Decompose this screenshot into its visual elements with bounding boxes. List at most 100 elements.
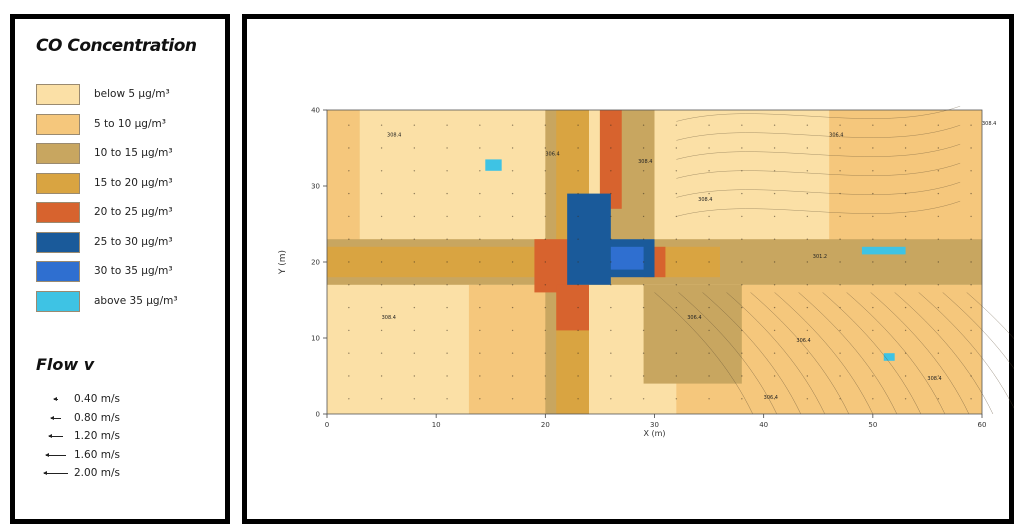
- flow-vector: [675, 306, 678, 309]
- flow-vector: [380, 215, 383, 218]
- concentration-cell: [861, 246, 906, 255]
- flow-vector: [937, 124, 940, 126]
- flow-vector: [773, 284, 776, 286]
- flow-contour: [654, 292, 753, 415]
- flow-vector: [970, 215, 972, 218]
- flow-vector: [773, 238, 776, 240]
- flow-vector: [380, 306, 383, 309]
- flow-vector: [511, 352, 514, 354]
- flow-vector: [479, 329, 481, 332]
- flow-vector: [544, 192, 547, 195]
- flow-vector: [839, 147, 841, 149]
- flow-vector: [642, 192, 645, 195]
- flow-vector: [937, 215, 940, 218]
- flow-vector: [446, 284, 448, 286]
- flow-vector: [872, 170, 874, 172]
- flow-vector: [413, 192, 416, 195]
- flow-legend-item: 0.40 m/s: [36, 392, 186, 408]
- flow-label: 0.40 m/s: [74, 393, 120, 405]
- flow-vector: [577, 238, 579, 240]
- flow-vector: [479, 124, 481, 126]
- flow-vector: [511, 375, 514, 377]
- flow-vector: [773, 352, 776, 354]
- flow-legend-item: 1.20 m/s: [36, 429, 186, 445]
- flow-vector: [675, 238, 678, 240]
- contour-label: 306.4: [687, 315, 701, 321]
- flow-vector: [741, 306, 743, 309]
- flow-vector: [544, 147, 547, 149]
- flow-vector: [413, 238, 416, 240]
- flow-vector: [839, 375, 841, 377]
- flow-vector: [413, 124, 416, 126]
- flow-vector: [773, 192, 776, 195]
- y-tick-label: 40: [311, 107, 320, 115]
- flow-vector: [413, 261, 416, 263]
- flow-vector: [806, 306, 809, 309]
- contour-label: 308.4: [382, 315, 396, 321]
- legend-item: 15 to 20 µg/m³: [36, 172, 216, 195]
- flow-vector: [741, 329, 743, 332]
- flow-vector: [348, 329, 350, 332]
- flow-vector: [839, 192, 841, 195]
- flow-vector: [511, 170, 514, 172]
- flow-vector: [544, 306, 547, 309]
- flow-contour: [918, 292, 1014, 409]
- flow-vector: [839, 398, 841, 400]
- flow-vector: [741, 124, 743, 126]
- concentration-cell: [883, 353, 895, 361]
- flow-vector: [380, 398, 383, 400]
- flow-contour: [678, 292, 777, 415]
- flow-vector: [937, 261, 940, 263]
- flow-vector: [872, 192, 874, 195]
- legend-item: 10 to 15 µg/m³: [36, 143, 216, 165]
- flow-vector: [806, 215, 809, 218]
- flow-vector: [577, 352, 579, 354]
- flow-vector: [839, 215, 841, 218]
- flow-vector: [741, 352, 743, 354]
- flow-vector: [937, 398, 940, 400]
- flow-vector: [544, 238, 547, 240]
- flow-vector: [380, 170, 383, 172]
- flow-vector: [511, 192, 514, 195]
- x-axis-label: X (m): [643, 429, 665, 438]
- flow-vector: [511, 124, 514, 126]
- flow-vector: [413, 352, 416, 354]
- flow-vector: [577, 329, 579, 332]
- flow-vector: [479, 170, 481, 172]
- flow-vector: [446, 352, 448, 354]
- contour-label: 306.4: [829, 133, 843, 139]
- flow-vector: [446, 329, 448, 332]
- flow-vector: [380, 147, 383, 149]
- flow-vector: [348, 215, 350, 218]
- contour-label: 306.4: [796, 338, 810, 344]
- legend-label: 25 to 30 µg/m³: [94, 235, 173, 248]
- flow-vector: [675, 398, 678, 400]
- flow-vector: [708, 352, 710, 354]
- flow-vector: [511, 261, 514, 263]
- flow-contour: [750, 292, 850, 415]
- flow-vector: [937, 238, 940, 240]
- flow-vector: [577, 192, 579, 195]
- concentration-cell: [643, 284, 742, 384]
- flow-arrow-icon: [50, 415, 61, 420]
- flow-vector: [610, 306, 612, 309]
- flow-vector: [937, 192, 940, 195]
- x-tick-label: 10: [432, 421, 441, 429]
- flow-vector: [675, 215, 678, 218]
- flow-vector: [479, 375, 481, 377]
- flow-contour: [846, 292, 946, 415]
- legend-label: above 35 µg/m³: [94, 294, 178, 307]
- flow-vector: [708, 147, 710, 149]
- legend-item: below 5 µg/m³: [36, 84, 216, 106]
- legend-label: 15 to 20 µg/m³: [94, 176, 173, 189]
- flow-vector: [970, 192, 972, 195]
- flow-contour: [870, 292, 970, 415]
- flow-vector: [904, 147, 907, 149]
- flow-legend-title: Flow v: [36, 355, 95, 374]
- flow-vector: [380, 261, 383, 263]
- flow-vector: [806, 284, 809, 286]
- flow-arrow-icon: [43, 471, 68, 475]
- flow-vector: [413, 284, 416, 286]
- flow-vector: [773, 398, 776, 400]
- legend-title: CO Concentration: [36, 36, 197, 56]
